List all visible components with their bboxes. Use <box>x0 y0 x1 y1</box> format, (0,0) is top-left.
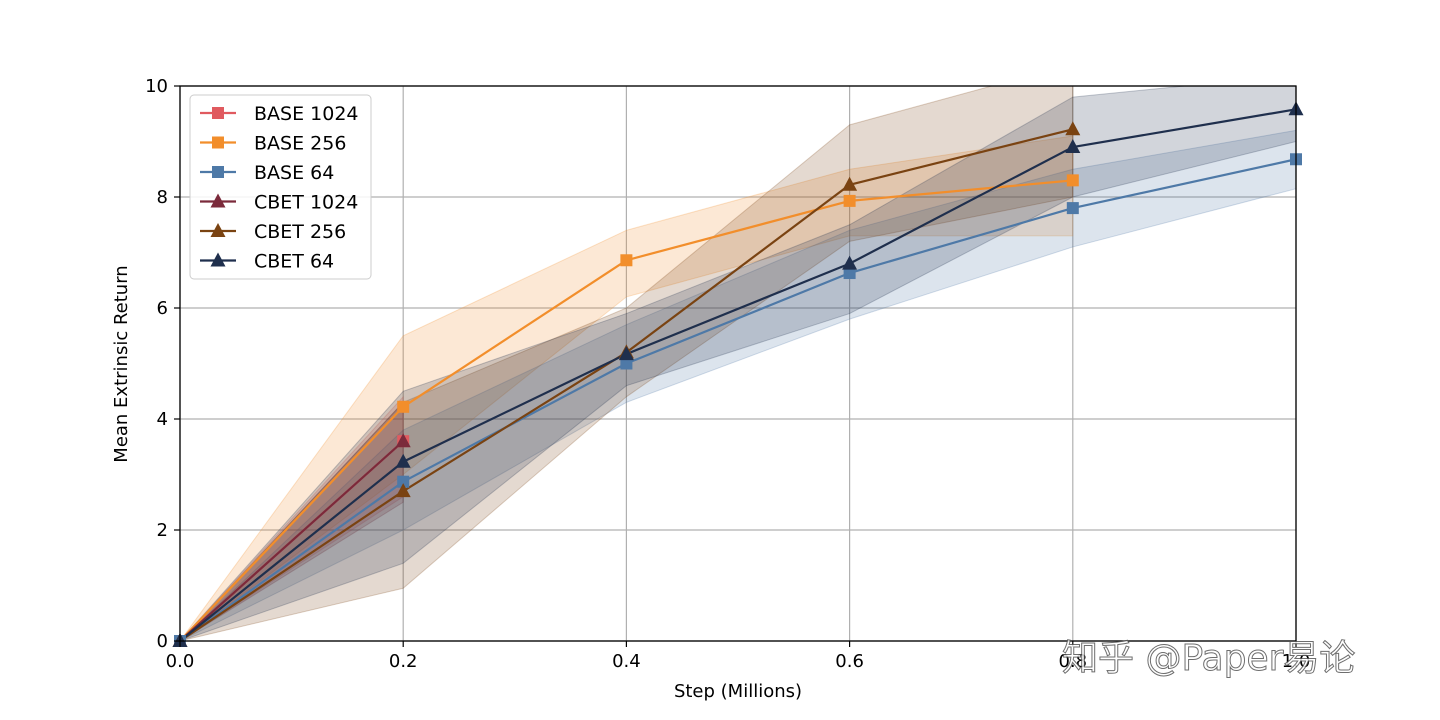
x-axis-label: Step (Millions) <box>674 681 802 702</box>
axis-ticks: 0.0 0.2 0.4 0.6 0.8 1.0 0 2 4 6 8 10 <box>145 76 1310 672</box>
point-cbet-64 <box>618 346 634 361</box>
legend-label: BASE 256 <box>254 133 346 155</box>
point-cbet-64 <box>1065 139 1081 154</box>
legend-label: CBET 64 <box>254 251 334 273</box>
point-base-256 <box>843 194 856 207</box>
line-cbet-64 <box>179 108 1297 642</box>
legend-swatch-marker <box>212 166 224 178</box>
watermark-text: 知乎 @Paper易论 <box>1062 638 1355 679</box>
point-cbet-64 <box>842 255 858 270</box>
legend-swatch-marker <box>210 223 226 237</box>
point-cbet-1024 <box>395 433 411 448</box>
point-base-64 <box>397 475 410 488</box>
x-tick-label: 0.2 <box>389 651 418 672</box>
y-tick-label: 8 <box>157 187 168 208</box>
x-tick-label: 0.6 <box>835 651 864 672</box>
point-base-256 <box>620 254 633 267</box>
y-tick-label: 6 <box>157 298 168 319</box>
x-tick-label: 0.8 <box>1058 651 1087 672</box>
x-tick-label: 0.0 <box>166 651 195 672</box>
point-base-256 <box>397 400 410 413</box>
y-tick-label: 0 <box>157 631 168 652</box>
legend: BASE 1024 BASE 256 BASE 64 CBET 1024 CBET 25… <box>189 94 372 280</box>
x-tick-label: 0.4 <box>612 651 641 672</box>
point-base-256 <box>1066 174 1079 187</box>
legend-box <box>189 94 372 280</box>
point-base-64 <box>843 267 856 280</box>
point-base-64 <box>1066 202 1079 215</box>
point-cbet-64 <box>395 453 411 468</box>
line-base-64 <box>179 158 1297 642</box>
y-tick-label: 10 <box>145 76 168 97</box>
legend-label: CBET 1024 <box>254 192 358 214</box>
y-axis-label: Mean Extrinsic Return <box>111 265 132 462</box>
legend-label: BASE 1024 <box>254 103 359 125</box>
plot-frame <box>179 85 1297 642</box>
legend-label: BASE 64 <box>254 162 334 184</box>
line-cbet-1024 <box>179 440 404 642</box>
legend-swatch-marker <box>212 107 224 119</box>
point-base-64 <box>620 357 633 370</box>
series-markers <box>172 101 1304 647</box>
legend-swatch-marker <box>210 193 226 208</box>
point-cbet-256 <box>395 483 411 498</box>
legend-label: CBET 256 <box>254 221 346 243</box>
point-cbet-256 <box>1065 121 1081 136</box>
y-tick-label: 2 <box>157 520 168 541</box>
point-cbet-256 <box>842 176 858 191</box>
legend-swatch-marker <box>210 252 226 267</box>
y-tick-label: 4 <box>157 409 168 430</box>
legend-swatch-marker <box>212 136 224 149</box>
x-tick-label: 1.0 <box>1282 651 1311 672</box>
band-base-64 <box>180 129 1296 641</box>
